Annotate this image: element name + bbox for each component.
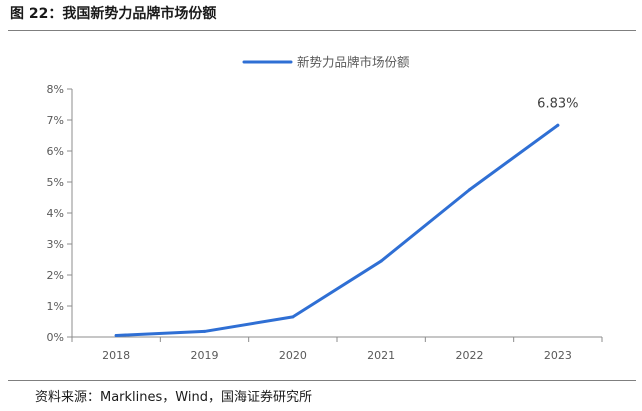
- x-tick-label: 2022: [456, 349, 484, 362]
- data-point: [291, 315, 295, 319]
- y-tick-label: 0%: [47, 331, 64, 344]
- figure-title: 图 22：我国新势力品牌市场份额: [10, 6, 217, 22]
- data-point: [556, 123, 560, 127]
- x-tick-label: 2018: [102, 349, 130, 362]
- series-line: [114, 123, 560, 337]
- y-tick-label: 5%: [47, 176, 64, 189]
- y-tick-label: 8%: [47, 83, 64, 96]
- x-tick-label: 2020: [279, 349, 307, 362]
- y-tick-label: 7%: [47, 114, 64, 127]
- bottom-rule: [8, 380, 636, 381]
- y-tick-label: 6%: [47, 145, 64, 158]
- y-tick-label: 1%: [47, 300, 64, 313]
- y-tick-label: 4%: [47, 207, 64, 220]
- y-tick-label: 2%: [47, 269, 64, 282]
- data-label: 6.83%: [537, 96, 578, 111]
- x-tick-label: 2019: [191, 349, 219, 362]
- legend-label: 新势力品牌市场份额: [297, 55, 410, 70]
- source-note: 资料来源：Marklines，Wind，国海证券研究所: [35, 390, 312, 405]
- top-rule: [8, 30, 636, 31]
- y-tick-label: 3%: [47, 238, 64, 251]
- data-point: [468, 188, 471, 192]
- data-point: [114, 333, 118, 337]
- x-tick-label: 2021: [367, 349, 395, 362]
- x-tick-label: 2023: [544, 349, 572, 362]
- data-point: [203, 329, 206, 333]
- data-point: [379, 259, 383, 263]
